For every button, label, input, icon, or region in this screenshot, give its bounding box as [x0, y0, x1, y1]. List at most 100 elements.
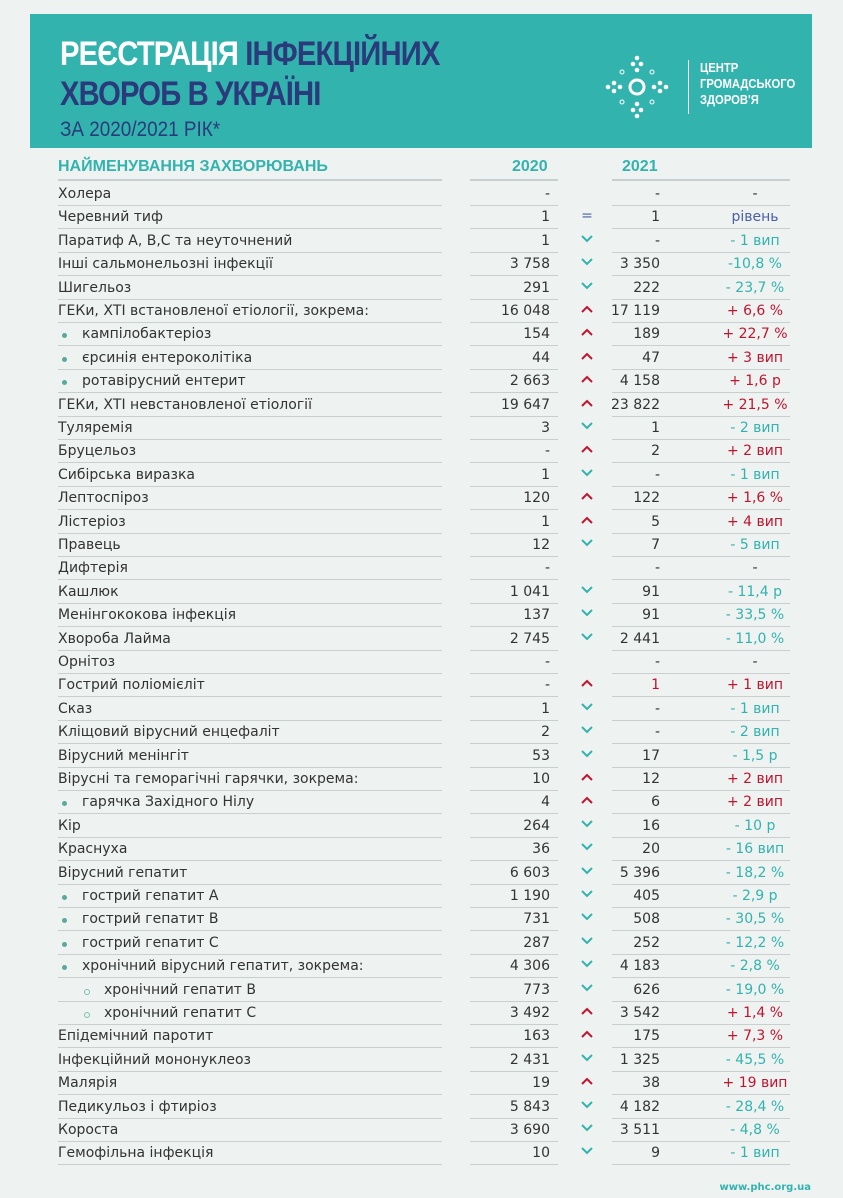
- row-rule: [612, 743, 790, 745]
- change-value: - 1 вип: [730, 1145, 780, 1162]
- value-2021: 189: [633, 326, 660, 343]
- value-2021: 1: [651, 677, 660, 694]
- change-value: - 23,7 %: [725, 279, 785, 296]
- value-2021: 5 396: [619, 864, 660, 881]
- change-value: -: [752, 560, 758, 577]
- bullet-icon: [62, 941, 67, 947]
- table-row: хронічний гепатит В 773 626 - 19,0 %: [0, 979, 843, 1002]
- change-value: + 21,5 %: [722, 396, 788, 413]
- change-value: + 3 вип: [726, 349, 784, 366]
- footer-url[interactable]: www.phc.org.ua: [719, 1182, 811, 1193]
- change-value: + 2 вип: [726, 794, 784, 811]
- value-2020: 10: [532, 1145, 550, 1162]
- row-rule: [470, 790, 558, 791]
- value-2021: -: [654, 700, 660, 717]
- table-row: Паратиф А, В,С та неуточнений 1 - - 1 вип: [0, 230, 843, 253]
- table-row: Гострий поліомієліт - 1 + 1 вип: [0, 674, 843, 698]
- row-rule: [470, 298, 558, 300]
- arrow-up-icon: [578, 302, 596, 318]
- arrow-up-icon: [578, 513, 596, 529]
- logo-line: ГРОМАДСЬКОГО: [700, 77, 796, 91]
- row-rule: [612, 953, 790, 955]
- value-2021: 6: [651, 794, 660, 811]
- table-row: Хвороба Лайма 2 745 2 441 - 11,0 %: [0, 628, 843, 651]
- table-row: хронічний вірусний гепатит, зокрема: 4 30…: [0, 955, 843, 979]
- change-value: + 2 вип: [726, 443, 784, 460]
- value-2020: 4: [541, 794, 550, 811]
- value-2021: 7: [651, 537, 660, 553]
- phc-logo-icon: [605, 55, 669, 119]
- value-2021: 91: [642, 583, 660, 600]
- value-2020: 137: [523, 607, 550, 624]
- row-rule: [58, 205, 442, 206]
- row-rule: [612, 228, 790, 230]
- title-line-1: РЕЄСТРАЦІЯ ІНФЕКЦІЙНИХ: [60, 34, 440, 74]
- value-2020: 3: [541, 420, 550, 436]
- table-row: Вірусний гепатит 6 603 5 396 - 18,2 %: [0, 862, 843, 885]
- value-2020: 1: [541, 209, 550, 226]
- value-2020: 4 306: [509, 958, 550, 975]
- change-value: - 1 вип: [730, 700, 780, 717]
- title-white: РЕЄСТРАЦІЯ: [60, 35, 239, 73]
- value-2020: 19 647: [501, 396, 550, 413]
- value-2020: 1: [541, 232, 550, 249]
- row-rule: [470, 977, 558, 979]
- value-2021: 626: [633, 981, 660, 998]
- table-row: гострий гепатит С 287 252 - 12,2 %: [0, 932, 843, 955]
- change-value: - 2 вип: [730, 724, 780, 741]
- change-value: + 6,6 %: [726, 303, 784, 319]
- bullet-icon: [62, 333, 67, 339]
- bullet-icon: [62, 356, 67, 362]
- hollow-bullet-icon: [84, 988, 90, 995]
- change-value: -: [752, 186, 758, 202]
- value-2020: 2 663: [509, 373, 550, 390]
- row-rule: [470, 275, 558, 277]
- table-row: Короста 3 690 3 511 - 4,8 %: [0, 1119, 843, 1142]
- table-row: ГЕКи, ХТІ встановленої етіології, зокрем…: [0, 300, 843, 323]
- arrow-up-icon: [578, 489, 596, 505]
- row-rule: [58, 673, 442, 674]
- table-row: Гемофільна інфекція 10 9 - 1 вип: [0, 1142, 843, 1166]
- column-header-2020: 2020: [512, 158, 548, 175]
- row-rule: [58, 907, 442, 908]
- value-2020: 6 603: [509, 864, 550, 881]
- row-rule: [58, 1094, 442, 1096]
- row-rule: [612, 883, 790, 885]
- arrow-up-icon: [578, 1027, 596, 1043]
- arrow-down-icon: [578, 536, 596, 552]
- value-2020: 1: [541, 513, 550, 530]
- table-row: Туляремія 3 1 - 2 вип: [0, 417, 843, 440]
- header-rule: [58, 179, 442, 181]
- row-rule: [58, 930, 442, 932]
- title-line-2: ХВОРОБ В УКРАЇНІ: [60, 75, 321, 113]
- disease-name: Гострий поліомієліт: [58, 677, 205, 694]
- table-row: Черевний тиф 1 = 1 рівень: [0, 206, 843, 230]
- row-rule: [612, 556, 790, 557]
- row-rule: [58, 462, 442, 464]
- row-rule: [58, 1000, 442, 1002]
- arrow-down-icon: [578, 957, 596, 973]
- bullet-icon: [62, 801, 67, 807]
- disease-name: Орнітоз: [58, 654, 116, 670]
- change-value: рівень: [731, 209, 779, 226]
- value-2021: 91: [642, 607, 660, 624]
- bullet-icon: [62, 895, 67, 900]
- subtitle: ЗА 2020/2021 РІК*: [60, 118, 221, 141]
- row-rule: [612, 1141, 790, 1142]
- arrow-down-icon: [578, 840, 596, 856]
- logo-line: ЗДОРОВ'Я: [700, 93, 759, 107]
- value-2020: 3 758: [509, 256, 550, 273]
- disease-name: гострий гепатит В: [82, 911, 219, 928]
- arrow-down-icon: [578, 981, 596, 997]
- disease-name: Короста: [58, 1122, 119, 1138]
- logo-text: ЦЕНТР ГРОМАДСЬКОГО ЗДОРОВ'Я: [700, 60, 795, 108]
- disease-name: гарячка Західного Нілу: [82, 794, 255, 811]
- row-rule: [470, 251, 558, 253]
- row-rule: [58, 556, 442, 557]
- row-rule: [470, 860, 558, 862]
- row-rule: [612, 205, 790, 206]
- row-rule: [612, 251, 790, 253]
- value-2021: 508: [633, 911, 660, 928]
- arrow-up-icon: [578, 349, 596, 365]
- disease-name: Лептоспіроз: [58, 490, 149, 507]
